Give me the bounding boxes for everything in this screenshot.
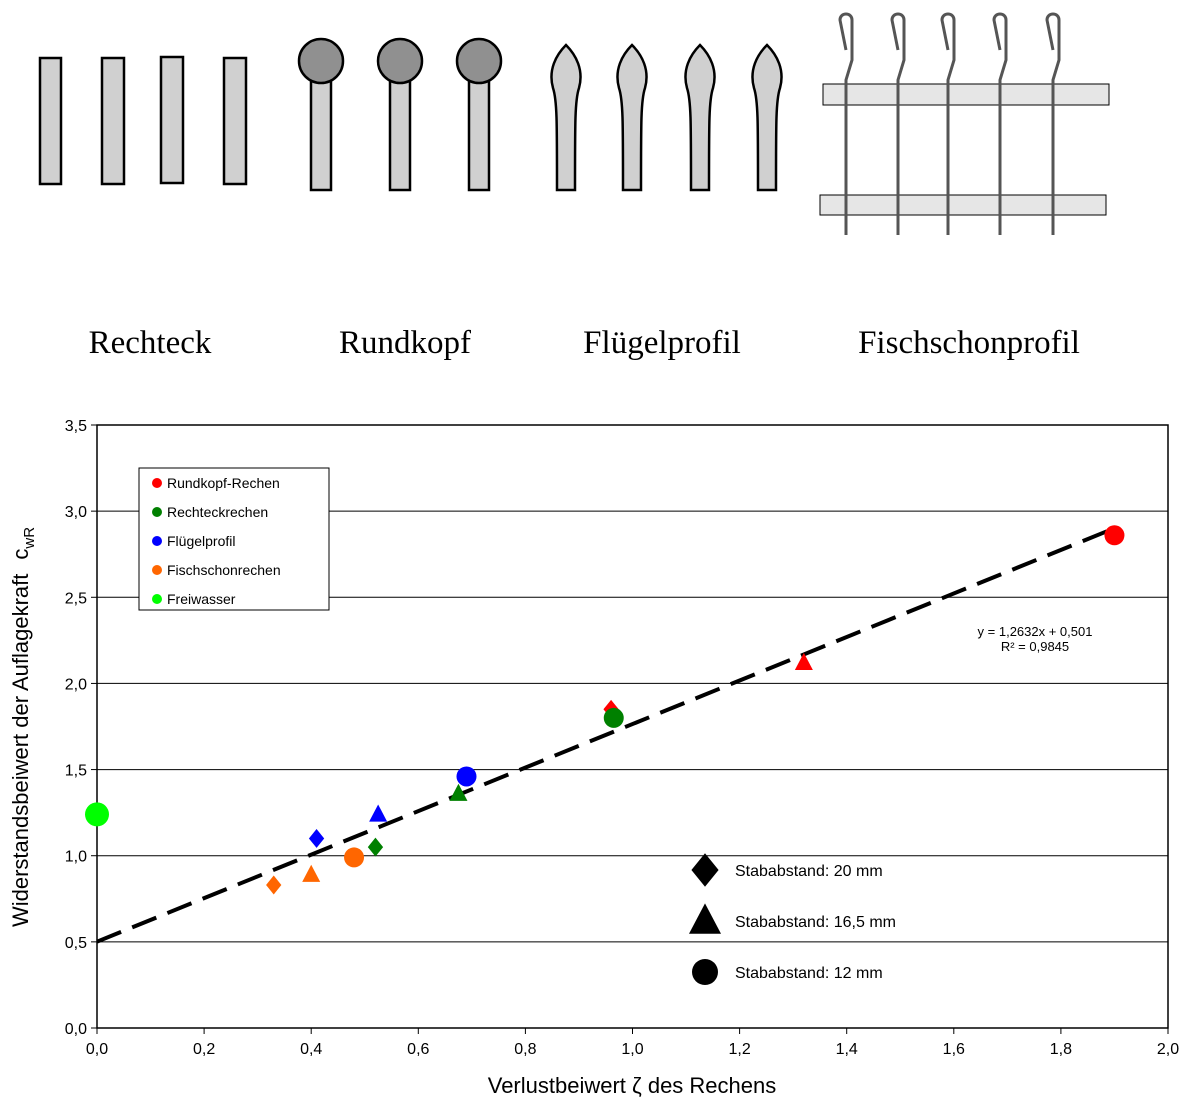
point — [449, 783, 468, 801]
y-tick-label: 0,5 — [65, 935, 87, 952]
x-tick-label: 0,2 — [193, 1041, 215, 1058]
y-tick-label: 2,0 — [65, 676, 87, 693]
x-tick-label: 0,8 — [514, 1041, 536, 1058]
y-tick-label: 2,5 — [65, 590, 87, 607]
legend-marker — [152, 536, 162, 546]
point — [344, 847, 365, 868]
legend-label: Rundkopf-Rechen — [167, 475, 280, 491]
point — [266, 875, 282, 895]
x-tick-label: 0,4 — [300, 1041, 322, 1058]
shape-legend-label: Stababstand: 12 mm — [735, 965, 883, 982]
profile-label: Fischschonprofil — [858, 325, 1080, 361]
x-tick-label: 0,0 — [86, 1041, 108, 1058]
point — [603, 707, 624, 728]
y-axis-label: Widerstandsbeiwert der Auflagekraft cwR — [8, 527, 38, 927]
point — [302, 864, 321, 882]
y-tick-label: 3,5 — [65, 418, 87, 435]
x-tick-label: 0,6 — [407, 1041, 429, 1058]
annotation: R² = 0,9845 — [1001, 639, 1069, 654]
shape-legend-marker — [691, 853, 719, 887]
profile-label: Rundkopf — [339, 325, 471, 361]
legend-marker — [152, 478, 162, 488]
y-axis-subscript: wR — [21, 527, 38, 550]
shape-legend-label: Stababstand: 16,5 mm — [735, 914, 896, 931]
y-tick-label: 1,0 — [65, 849, 87, 866]
legend-box — [138, 467, 330, 611]
legend-marker — [152, 507, 162, 517]
shape-legend-marker — [689, 903, 721, 934]
point — [85, 802, 109, 827]
y-tick-label: 0,0 — [65, 1021, 87, 1038]
shape-legend-marker — [692, 959, 718, 985]
point — [369, 804, 388, 822]
y-tick-label: 1,5 — [65, 763, 87, 780]
x-tick-label: 1,8 — [1050, 1041, 1072, 1058]
legend-label: Freiwasser — [167, 591, 236, 607]
point — [367, 837, 384, 857]
point — [456, 766, 477, 787]
point — [1104, 525, 1125, 546]
x-tick-label: 1,0 — [621, 1041, 643, 1058]
point — [794, 652, 813, 670]
legend-label: Flügelprofil — [167, 533, 235, 549]
profile-drawings — [38, 12, 1110, 235]
legend-label: Rechteckrechen — [167, 504, 268, 520]
x-tick-label: 2,0 — [1157, 1041, 1179, 1058]
legend-marker — [152, 565, 162, 575]
profile-label: Rechteck — [89, 325, 212, 361]
point — [308, 829, 325, 848]
x-tick-label: 1,4 — [836, 1041, 858, 1058]
legend-label: Fischschonrechen — [167, 562, 281, 578]
y-tick-label: 3,0 — [65, 504, 87, 521]
trendline — [96, 526, 1116, 944]
x-tick-label: 1,6 — [943, 1041, 965, 1058]
plot-frame — [96, 424, 1169, 1029]
x-axis-label: Verlustbeiwert ζ des Rechens — [488, 1073, 777, 1098]
legend-marker — [152, 594, 162, 604]
profile-label: Flügelprofil — [583, 325, 741, 361]
y-axis-label-text: Widerstandsbeiwert der Auflagekraft — [8, 574, 33, 927]
x-tick-label: 1,2 — [728, 1041, 750, 1058]
shape-legend-label: Stababstand: 20 mm — [735, 863, 883, 880]
y-axis-symbol: c — [8, 549, 33, 560]
annotation: y = 1,2632x + 0,501 — [978, 624, 1093, 639]
